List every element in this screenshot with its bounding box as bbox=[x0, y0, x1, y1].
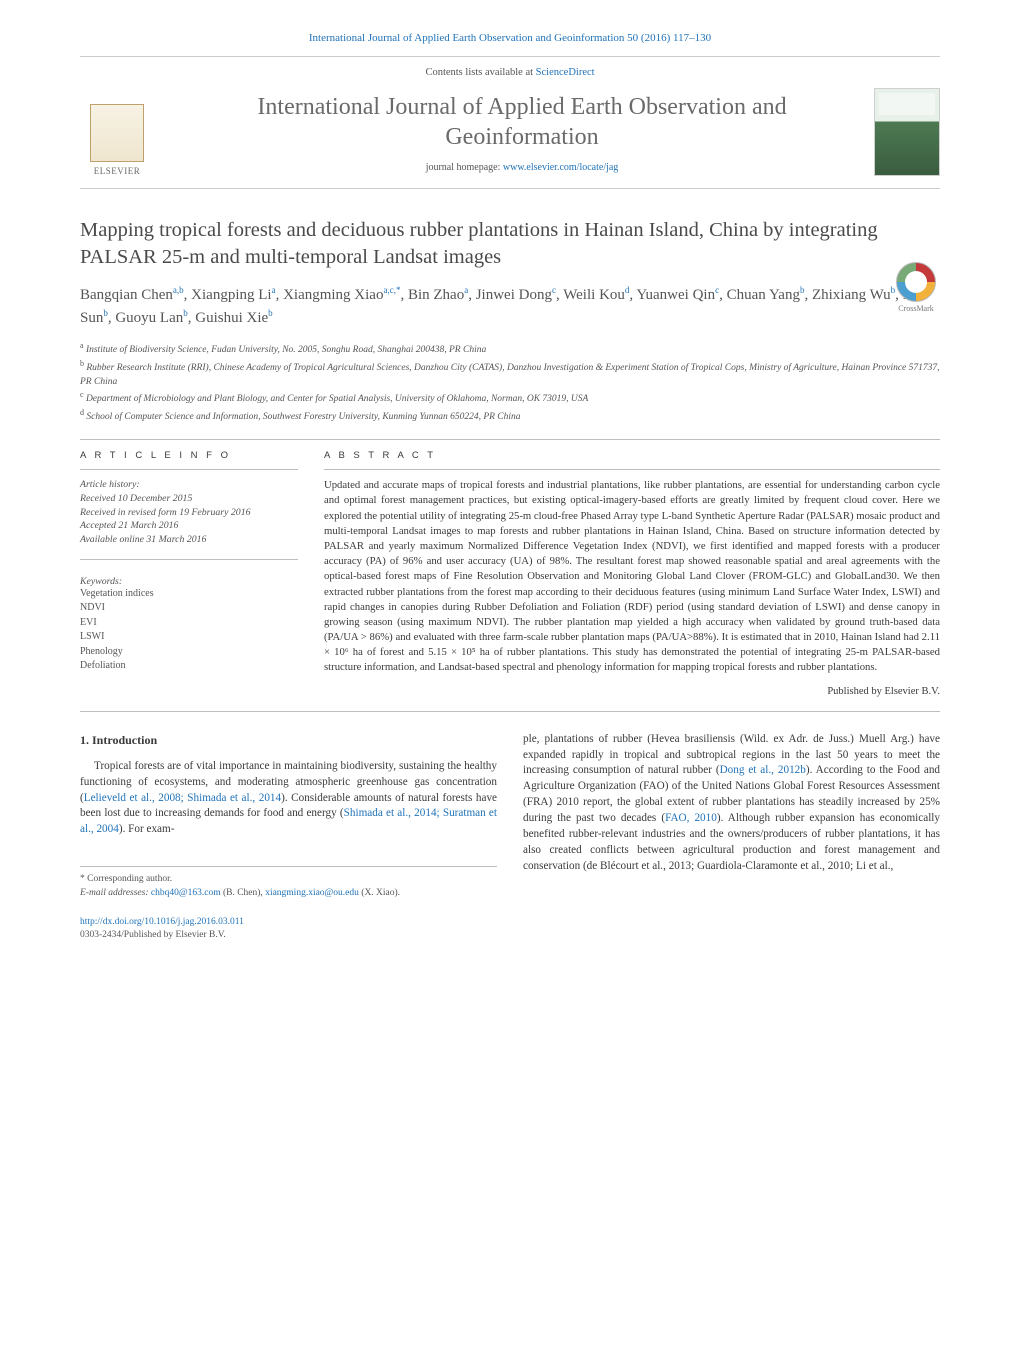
body-columns: 1. Introduction Tropical forests are of … bbox=[0, 712, 1020, 900]
history-received: Received 10 December 2015 bbox=[80, 492, 298, 506]
article-info-column: A R T I C L E I N F O Article history: R… bbox=[80, 450, 298, 696]
author-list: Bangqian Chena,b, Xiangping Lia, Xiangmi… bbox=[0, 270, 1020, 330]
footnotes: * Corresponding author. E-mail addresses… bbox=[80, 866, 497, 900]
journal-homepage: journal homepage: www.elsevier.com/locat… bbox=[170, 162, 874, 173]
affiliation-list: a Institute of Biodiversity Science, Fud… bbox=[0, 330, 1020, 425]
emails-label: E-mail addresses: bbox=[80, 888, 151, 898]
page-footer: http://dx.doi.org/10.1016/j.jag.2016.03.… bbox=[0, 900, 1020, 943]
keywords-label: Keywords: bbox=[80, 576, 298, 587]
history-label: Article history: bbox=[80, 478, 298, 492]
email-owner-1: (B. Chen), bbox=[221, 888, 266, 898]
article-title: Mapping tropical forests and deciduous r… bbox=[0, 189, 1020, 270]
publisher-note: Published by Elsevier B.V. bbox=[324, 686, 940, 697]
crossmark-icon bbox=[896, 262, 936, 302]
homepage-link[interactable]: www.elsevier.com/locate/jag bbox=[503, 162, 618, 173]
email-line: E-mail addresses: chbq40@163.com (B. Che… bbox=[80, 887, 497, 900]
keywords-list: Vegetation indicesNDVIEVILSWIPhenologyDe… bbox=[80, 587, 298, 674]
email-link-1[interactable]: chbq40@163.com bbox=[151, 888, 221, 898]
affiliation-d: d School of Computer Science and Informa… bbox=[80, 407, 940, 425]
body-paragraph: Tropical forests are of vital importance… bbox=[80, 759, 497, 839]
history-online: Available online 31 March 2016 bbox=[80, 533, 298, 547]
issn-line: 0303-2434/Published by Elsevier B.V. bbox=[80, 930, 226, 940]
doi-link[interactable]: http://dx.doi.org/10.1016/j.jag.2016.03.… bbox=[80, 917, 244, 927]
article-history: Article history: Received 10 December 20… bbox=[80, 478, 298, 547]
affiliation-b: b Rubber Research Institute (RRI), Chine… bbox=[80, 358, 940, 390]
homepage-prefix: journal homepage: bbox=[426, 162, 503, 173]
masthead-center: International Journal of Applied Earth O… bbox=[170, 92, 874, 173]
section-heading: 1. Introduction bbox=[80, 732, 497, 749]
elsevier-logo: ELSEVIER bbox=[80, 88, 154, 176]
article-info-heading: A R T I C L E I N F O bbox=[80, 450, 298, 461]
affiliation-a: a Institute of Biodiversity Science, Fud… bbox=[80, 340, 940, 358]
history-accepted: Accepted 21 March 2016 bbox=[80, 519, 298, 533]
body-column-left: 1. Introduction Tropical forests are of … bbox=[80, 732, 497, 900]
rule-under-abstract-heading bbox=[324, 469, 940, 470]
email-link-2[interactable]: xiangming.xiao@ou.edu bbox=[265, 888, 359, 898]
journal-cover-thumb bbox=[874, 88, 940, 176]
history-revised: Received in revised form 19 February 201… bbox=[80, 506, 298, 520]
body-column-right: ple, plantations of rubber (Hevea brasil… bbox=[523, 732, 940, 900]
contents-prefix: Contents lists available at bbox=[425, 67, 535, 78]
citation-text: International Journal of Applied Earth O… bbox=[309, 32, 711, 44]
rule-under-info-heading bbox=[80, 469, 298, 470]
abstract-column: A B S T R A C T Updated and accurate map… bbox=[324, 450, 940, 696]
corresponding-note: * Corresponding author. bbox=[80, 873, 497, 886]
sciencedirect-link[interactable]: ScienceDirect bbox=[536, 67, 595, 78]
crossmark-label: CrossMark bbox=[892, 304, 940, 313]
masthead: ELSEVIER International Journal of Applie… bbox=[0, 82, 1020, 176]
rule-above-keywords bbox=[80, 559, 298, 560]
running-head: International Journal of Applied Earth O… bbox=[0, 0, 1020, 52]
contents-available: Contents lists available at ScienceDirec… bbox=[0, 57, 1020, 82]
elsevier-tree-icon bbox=[90, 104, 144, 162]
abstract-text: Updated and accurate maps of tropical fo… bbox=[324, 478, 940, 675]
elsevier-wordmark: ELSEVIER bbox=[94, 166, 141, 176]
journal-title: International Journal of Applied Earth O… bbox=[170, 92, 874, 152]
email-owner-2: (X. Xiao). bbox=[359, 888, 400, 898]
body-paragraph: ple, plantations of rubber (Hevea brasil… bbox=[523, 732, 940, 875]
info-abstract-row: A R T I C L E I N F O Article history: R… bbox=[0, 440, 1020, 696]
affiliation-c: c Department of Microbiology and Plant B… bbox=[80, 389, 940, 407]
abstract-heading: A B S T R A C T bbox=[324, 450, 940, 461]
crossmark-widget[interactable]: CrossMark bbox=[892, 262, 940, 313]
